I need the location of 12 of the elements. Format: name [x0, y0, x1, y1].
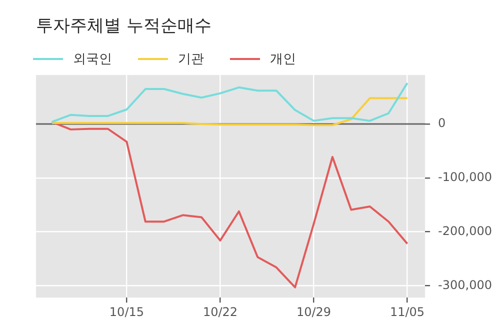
y-tick-label: 0 — [438, 116, 446, 130]
y-tick-label: -300,000 — [438, 278, 492, 292]
x-tick-label: 11/05 — [390, 304, 425, 319]
legend-label: 기관 — [177, 51, 204, 68]
legend-label: 외국인 — [72, 51, 112, 68]
legend-label: 개인 — [269, 51, 296, 68]
y-tick-label: -100,000 — [438, 170, 492, 184]
chart-title: 투자주체별 누적순매수 — [36, 15, 212, 37]
y-tick-label: -200,000 — [438, 224, 492, 238]
x-tick-label: 10/29 — [296, 304, 332, 319]
x-tick-label: 10/15 — [109, 304, 144, 319]
x-tick-label: 10/22 — [202, 304, 238, 319]
